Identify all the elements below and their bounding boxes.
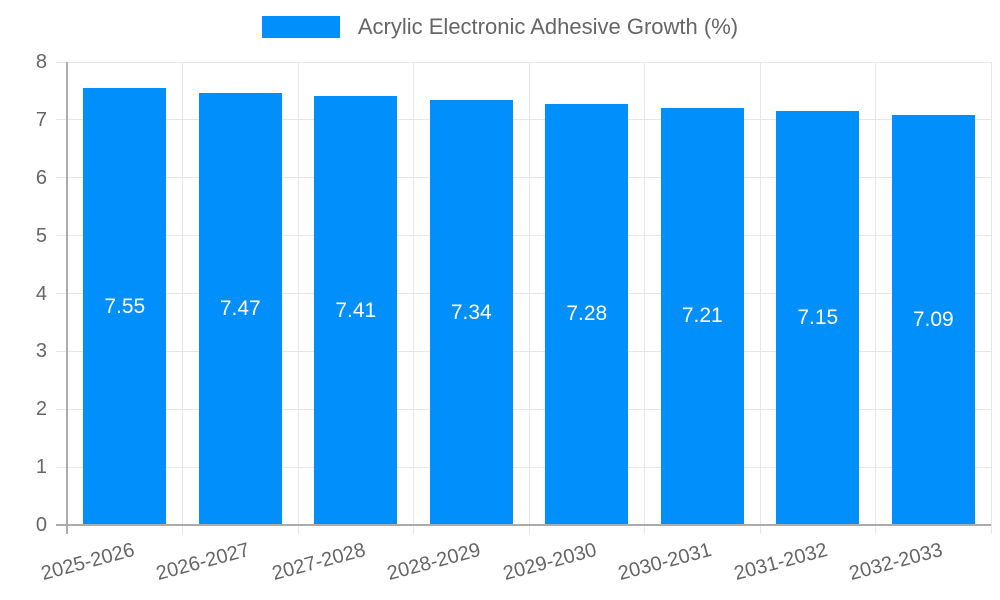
- bar-value-label: 7.09: [912, 307, 954, 331]
- gridline-v: [644, 62, 645, 534]
- y-axis-line: [66, 62, 68, 534]
- x-axis-line: [56, 524, 991, 526]
- bar-value-label: 7.28: [566, 302, 608, 326]
- y-tick-label: 2: [35, 398, 47, 421]
- bar[interactable]: [545, 103, 629, 525]
- gridline-v: [297, 62, 299, 534]
- bar-value-label: 7.15: [797, 306, 839, 330]
- bar[interactable]: [429, 100, 513, 525]
- gridline-h: [56, 119, 991, 121]
- gridline-h: [56, 177, 991, 179]
- bar[interactable]: [776, 111, 860, 525]
- gridline-v: [759, 62, 761, 534]
- y-tick-label: 7: [35, 108, 47, 131]
- y-tick-label: 0: [35, 514, 47, 536]
- gridline-v: [413, 62, 414, 534]
- bar-value-label: 7.34: [450, 300, 492, 324]
- bar-value-label: 7.47: [219, 296, 261, 320]
- bar-value-label: 7.55: [104, 294, 146, 318]
- y-tick-label: 5: [35, 224, 47, 247]
- gridline-v: [875, 62, 876, 534]
- y-tick-label: 3: [35, 340, 47, 363]
- legend-label: Acrylic Electronic Adhesive Growth (%): [357, 14, 739, 39]
- gridline-h: [56, 235, 991, 237]
- bar[interactable]: [83, 88, 167, 525]
- gridline-h: [56, 466, 991, 468]
- gridline-h: [56, 350, 991, 352]
- bar-value-label: 7.41: [335, 298, 377, 322]
- y-tick-label: 6: [35, 166, 47, 189]
- gridline-v: [528, 62, 530, 534]
- gridline-h: [56, 408, 991, 410]
- y-tick-label: 4: [35, 282, 47, 305]
- bar[interactable]: [198, 92, 282, 525]
- gridline-v: [990, 62, 992, 534]
- legend-item[interactable]: Acrylic Electronic Adhesive Growth (%): [0, 14, 1000, 40]
- bar-value-label: 7.21: [681, 304, 723, 328]
- bar[interactable]: [891, 114, 975, 525]
- legend-swatch: [261, 16, 340, 38]
- bar[interactable]: [660, 107, 744, 525]
- gridline-h: [56, 293, 991, 294]
- bar[interactable]: [314, 96, 398, 525]
- y-tick-label: 8: [35, 51, 47, 73]
- y-tick-label: 1: [35, 456, 47, 479]
- gridline-v: [182, 62, 183, 534]
- gridline-h: [56, 61, 991, 63]
